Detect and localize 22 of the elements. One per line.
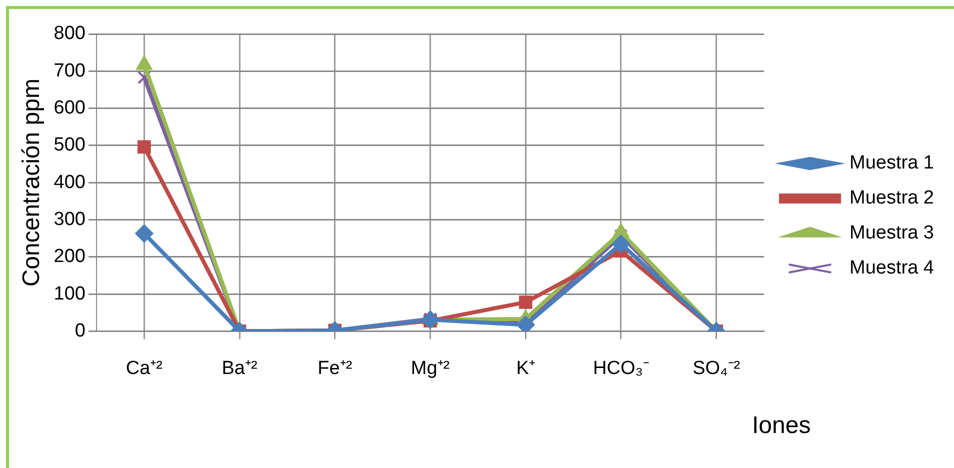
x-tick-label: SO₄⁻² <box>692 358 740 379</box>
x-tick-label: Mg⁺² <box>410 358 450 379</box>
legend-label: Muestra 4 <box>850 258 934 279</box>
x-tick-label: K⁺ <box>516 358 535 379</box>
y-tick-label: 300 <box>54 208 86 230</box>
x-axis-title: Iones <box>752 412 811 440</box>
y-axis-title: Concentración ppm <box>18 78 46 287</box>
y-tick-label: 100 <box>54 283 86 304</box>
y-tick-label: 500 <box>54 134 86 156</box>
x-tick-label: Ca⁺² <box>126 358 162 379</box>
x-tick-label: Ba⁺² <box>222 358 258 379</box>
y-tick-label: 600 <box>54 98 86 119</box>
y-tick-label: 700 <box>54 60 86 82</box>
legend-label: Muestra 2 <box>850 188 934 209</box>
x-tick-label: Fe⁺² <box>318 358 352 379</box>
x-tick-label: HCO₃⁻ <box>592 358 649 379</box>
y-tick-label: 400 <box>54 172 86 193</box>
legend-label: Muestra 1 <box>850 152 934 174</box>
y-tick-label: 200 <box>54 246 86 268</box>
legend-label: Muestra 3 <box>850 222 934 244</box>
y-tick-label: 800 <box>54 23 86 44</box>
y-tick-label: 0 <box>74 320 86 342</box>
